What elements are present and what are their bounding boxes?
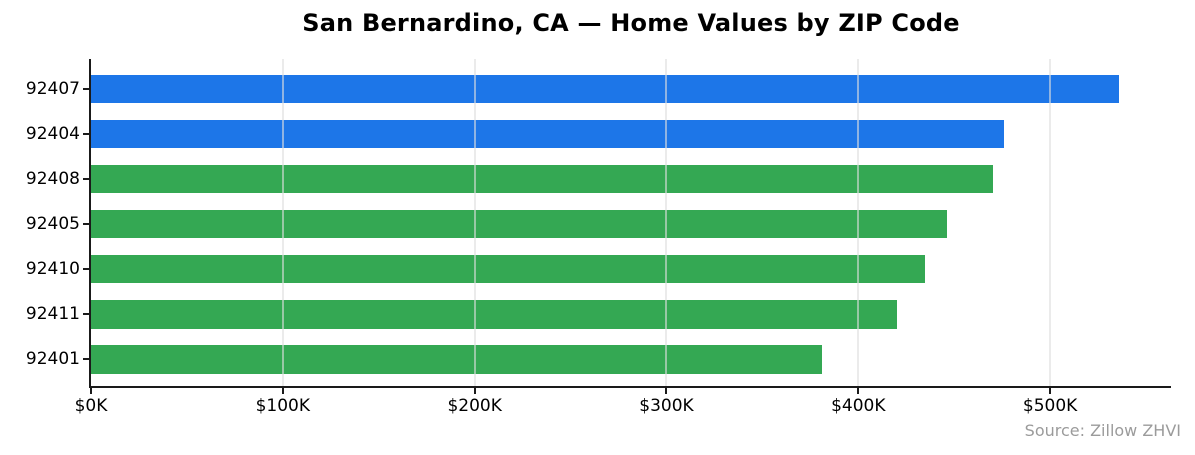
- gridline-100k: [281, 59, 284, 386]
- gridline-300k: [665, 59, 668, 386]
- x-tick-mark: [857, 388, 860, 394]
- chart-title: San Bernardino, CA — Home Values by ZIP …: [302, 9, 960, 37]
- x-tick-mark: [90, 388, 92, 394]
- source-note: Source: Zillow ZHVI: [1024, 421, 1181, 440]
- bar-92411: [91, 300, 897, 329]
- bar-92410: [91, 254, 926, 284]
- y-tick-label-92404: 92404: [25, 123, 80, 144]
- bar-92407: [91, 74, 1120, 104]
- bar-92401: [91, 345, 822, 374]
- x-tick-label-300k: $300K: [639, 396, 694, 416]
- y-tick-mark: [83, 223, 90, 226]
- y-tick-label-92408: 92408: [25, 169, 80, 189]
- gridline-200k: [473, 59, 476, 386]
- gridline-400k: [857, 59, 860, 386]
- y-tick-mark: [83, 313, 90, 316]
- x-tick-mark: [473, 388, 476, 394]
- y-tick-mark: [83, 358, 90, 361]
- x-tick-mark: [281, 388, 284, 394]
- y-tick-label-92401: 92401: [25, 349, 80, 370]
- x-tick-label-0k: $0K: [74, 396, 108, 416]
- y-tick-mark: [83, 178, 90, 180]
- gridline-500k: [1049, 59, 1052, 386]
- x-tick-label-400k: $400K: [831, 396, 886, 416]
- y-tick-label-92410: 92410: [25, 259, 80, 280]
- y-tick-mark: [83, 132, 90, 135]
- y-tick-label-92411: 92411: [25, 304, 80, 325]
- bar-92404: [91, 119, 1005, 149]
- y-tick-mark: [83, 268, 90, 271]
- plot-area: [89, 59, 1171, 388]
- bar-92405: [91, 209, 947, 239]
- x-tick-mark: [1049, 388, 1052, 394]
- x-tick-mark: [665, 388, 668, 394]
- y-tick-mark: [83, 87, 90, 90]
- bar-92408: [91, 164, 993, 194]
- x-tick-label-500k: $500K: [1022, 396, 1078, 416]
- y-tick-label-92405: 92405: [25, 214, 80, 235]
- y-tick-label-92407: 92407: [25, 78, 80, 99]
- x-tick-label-200k: $200K: [447, 396, 502, 416]
- x-tick-label-100k: $100K: [255, 396, 311, 416]
